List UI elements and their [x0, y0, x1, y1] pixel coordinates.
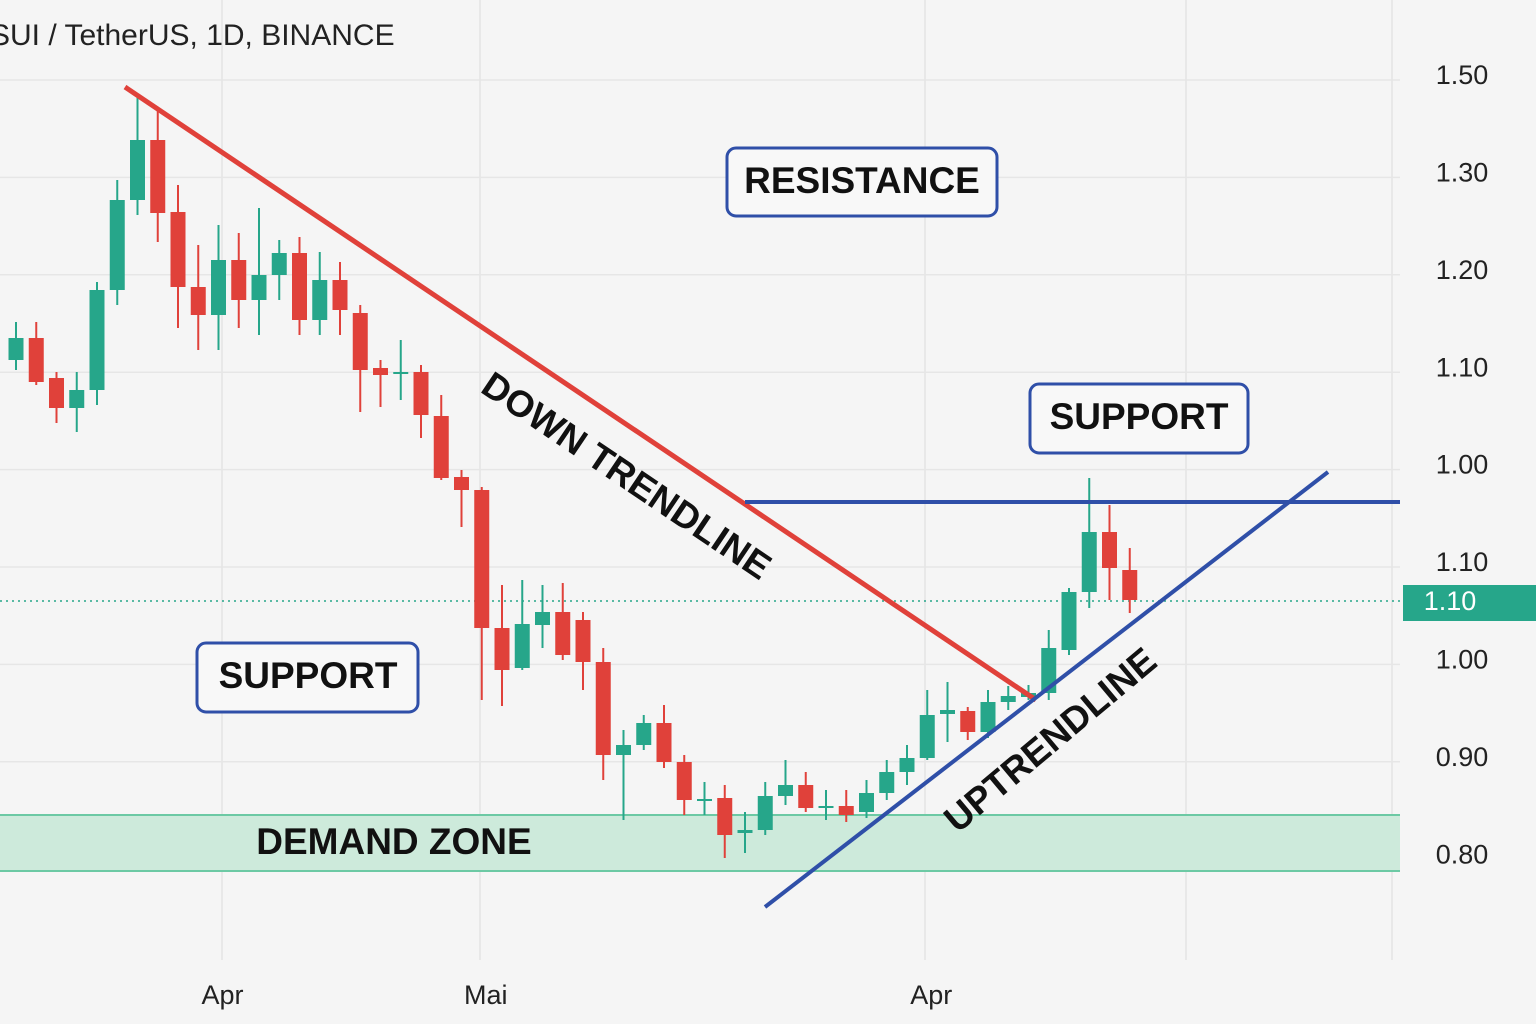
y-tick-label: 1.00: [1436, 645, 1489, 675]
candle-body: [251, 275, 267, 300]
y-tick-label: 1.10: [1436, 352, 1489, 382]
candle-body: [879, 772, 895, 793]
candle-body: [919, 715, 935, 758]
candle-body: [514, 624, 530, 668]
candle-body: [818, 806, 834, 808]
candle-body: [373, 368, 388, 375]
candle-body: [757, 796, 773, 830]
candle-body: [49, 378, 64, 408]
x-axis: Apr Mai Apr: [201, 980, 952, 1010]
y-tick-label: 0.90: [1436, 742, 1489, 772]
candle-body: [616, 745, 631, 755]
annotation: SUPPORT: [1050, 396, 1229, 437]
y-tick-label: 1.50: [1436, 60, 1489, 90]
last-price-tag: [1403, 585, 1536, 621]
last-price-label: 1.10: [1424, 586, 1477, 616]
candle-body: [960, 711, 976, 732]
candle-body: [413, 372, 429, 415]
candle-body: [69, 390, 85, 408]
candles: [8, 95, 1138, 858]
y-tick-label: 0.80: [1436, 839, 1489, 869]
annotation: RESISTANCE: [744, 160, 980, 201]
y-tick-label: 1.10: [1436, 547, 1489, 577]
candle-body: [838, 806, 854, 815]
candle-body: [292, 253, 307, 320]
candle-body: [555, 612, 571, 655]
candle-body: [778, 785, 793, 796]
x-tick-label: Mai: [464, 980, 508, 1010]
candle-body: [1061, 592, 1077, 650]
candle-body: [494, 628, 510, 670]
candle-body: [89, 290, 105, 390]
demand-zone: [0, 815, 1400, 871]
candle-body: [8, 338, 24, 360]
chart-title: SUI / TetherUS, 1D, BINANCE: [0, 19, 395, 52]
x-tick-label: Apr: [201, 980, 243, 1010]
candle-body: [575, 620, 591, 662]
candle-body: [433, 416, 449, 478]
candle-body: [656, 723, 672, 762]
candle-body: [1122, 570, 1138, 600]
y-tick-label: 1.00: [1436, 450, 1489, 480]
candle-body: [231, 260, 247, 300]
candle-body: [1041, 648, 1057, 693]
candle-body: [940, 710, 955, 714]
candle-body: [170, 212, 186, 287]
down-trendline: [123, 84, 1038, 703]
candle-body: [28, 338, 44, 382]
annotation: DEMAND ZONE: [256, 821, 531, 862]
candle-body: [535, 612, 550, 625]
candle-body: [312, 280, 328, 320]
candle-body: [899, 758, 915, 772]
candle-body: [1000, 696, 1016, 702]
y-axis: 1.50 1.30 1.20 1.10 1.00 1.10 1.00 0.90 0.80: [1436, 60, 1489, 869]
candle-body: [980, 702, 996, 732]
candle-body: [697, 799, 712, 801]
annotation-box: [195, 641, 420, 714]
annotation: SUPPORT: [219, 655, 398, 696]
candle-body: [1102, 532, 1117, 568]
candle-body: [1081, 532, 1097, 592]
candle-body: [393, 372, 409, 374]
candle-body: [859, 793, 874, 812]
y-tick-label: 1.30: [1436, 158, 1489, 188]
candle-body: [454, 477, 469, 490]
candle-body: [190, 287, 206, 315]
candle-body: [271, 253, 287, 275]
candle-body: [474, 490, 490, 628]
candle-body: [737, 830, 753, 833]
x-tick-label: Apr: [910, 980, 952, 1010]
candle-body: [211, 260, 226, 315]
candle-body: [798, 785, 814, 808]
candle-body: [717, 798, 733, 835]
uptrendline: [763, 470, 1330, 909]
candle-body: [595, 662, 611, 755]
candle-body: [676, 762, 692, 800]
candle-body: [332, 280, 348, 310]
annotation-box: [1028, 382, 1250, 455]
candle-body: [352, 313, 368, 370]
candle-body: [150, 140, 166, 213]
candle-body: [109, 200, 125, 290]
candle-body: [130, 140, 145, 200]
y-tick-label: 1.20: [1436, 255, 1489, 285]
candle-body: [636, 723, 652, 745]
annotation-box: [725, 146, 999, 218]
